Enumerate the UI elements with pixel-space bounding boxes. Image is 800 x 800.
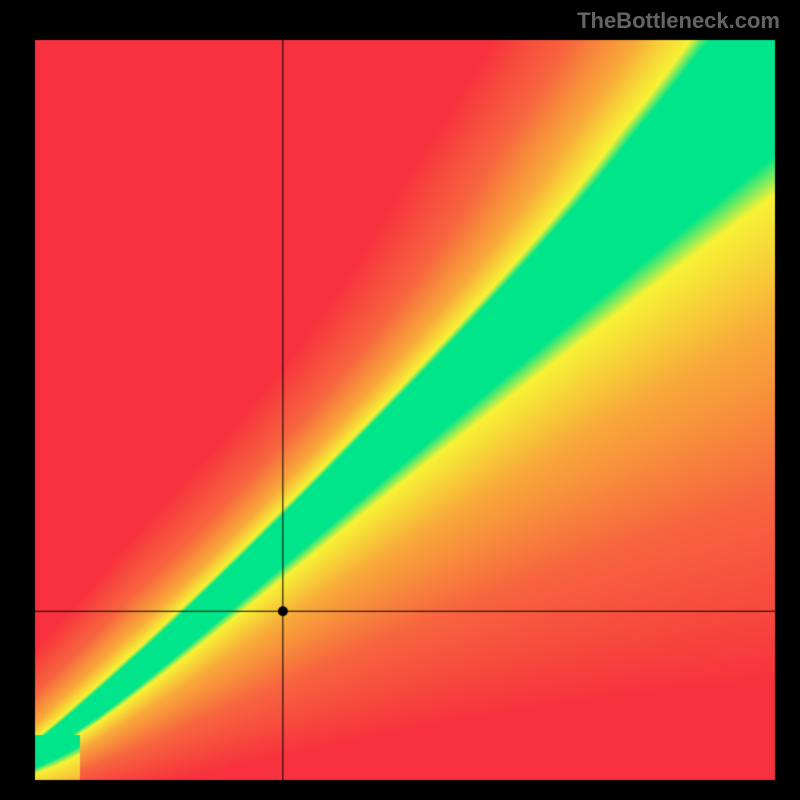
bottleneck-heatmap — [0, 0, 800, 800]
watermark-text: TheBottleneck.com — [577, 8, 780, 34]
